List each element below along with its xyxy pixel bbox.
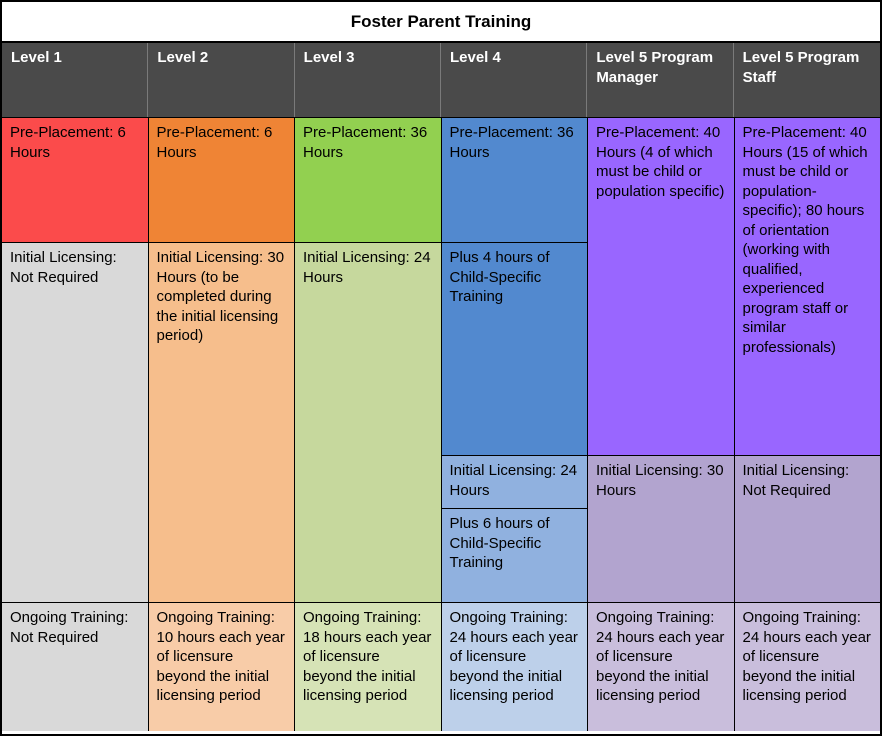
cell-level5pm-pre-placement: Pre-Placement: 40 Hours (4 of which must… bbox=[588, 118, 734, 455]
column-header-level-4: Level 4 bbox=[441, 43, 588, 117]
cell-level2-ongoing-training: Ongoing Training: 10 hours each year of … bbox=[148, 602, 294, 731]
column-level-4: Pre-Placement: 36 Hours Plus 4 hours of … bbox=[441, 118, 588, 731]
cell-level4-initial-licensing: Initial Licensing: 24 Hours bbox=[441, 455, 587, 508]
cell-level4-plus-6-hours: Plus 6 hours of Child-Specific Training bbox=[441, 508, 587, 602]
cell-level3-ongoing-training: Ongoing Training: 18 hours each year of … bbox=[295, 602, 441, 731]
cell-level1-pre-placement: Pre-Placement: 6 Hours bbox=[2, 118, 148, 242]
cell-level3-initial-licensing: Initial Licensing: 24 Hours bbox=[295, 242, 441, 602]
table-header-row: Level 1 Level 2 Level 3 Level 4 Level 5 … bbox=[2, 43, 880, 118]
column-header-level-2: Level 2 bbox=[148, 43, 295, 117]
column-header-level-5-program-manager: Level 5 Program Manager bbox=[587, 43, 734, 117]
cell-level5ps-initial-licensing: Initial Licensing: Not Required bbox=[734, 455, 880, 602]
cell-level1-ongoing-training: Ongoing Training: Not Required bbox=[2, 602, 148, 731]
column-level-5-program-manager: Pre-Placement: 40 Hours (4 of which must… bbox=[588, 118, 735, 731]
cell-level1-initial-licensing: Initial Licensing: Not Required bbox=[2, 242, 148, 602]
cell-level3-pre-placement: Pre-Placement: 36 Hours bbox=[295, 118, 441, 242]
column-level-5-program-staff: Pre-Placement: 40 Hours (15 of which mus… bbox=[734, 118, 880, 731]
cell-level2-pre-placement: Pre-Placement: 6 Hours bbox=[148, 118, 294, 242]
column-header-level-3: Level 3 bbox=[295, 43, 441, 117]
cell-level5pm-ongoing-training: Ongoing Training: 24 hours each year of … bbox=[588, 602, 734, 731]
cell-level4-plus-4-hours: Plus 4 hours of Child-Specific Training bbox=[441, 242, 587, 455]
column-level-2: Pre-Placement: 6 Hours Initial Licensing… bbox=[148, 118, 295, 731]
column-level-1: Pre-Placement: 6 Hours Initial Licensing… bbox=[2, 118, 149, 731]
page-title: Foster Parent Training bbox=[2, 2, 880, 43]
table-body: Pre-Placement: 6 Hours Initial Licensing… bbox=[2, 118, 880, 731]
column-level-3: Pre-Placement: 36 Hours Initial Licensin… bbox=[295, 118, 442, 731]
cell-level2-initial-licensing: Initial Licensing: 30 Hours (to be compl… bbox=[148, 242, 294, 602]
cell-level5ps-ongoing-training: Ongoing Training: 24 hours each year of … bbox=[734, 602, 880, 731]
cell-level4-ongoing-training: Ongoing Training: 24 hours each year of … bbox=[441, 602, 587, 731]
cell-level5pm-initial-licensing: Initial Licensing: 30 Hours bbox=[588, 455, 734, 602]
column-header-level-5-program-staff: Level 5 Program Staff bbox=[742, 49, 860, 86]
column-header-level-1: Level 1 bbox=[2, 43, 149, 117]
cell-level4-pre-placement: Pre-Placement: 36 Hours bbox=[441, 118, 587, 242]
cell-level5ps-pre-placement: Pre-Placement: 40 Hours (15 of which mus… bbox=[734, 118, 880, 455]
